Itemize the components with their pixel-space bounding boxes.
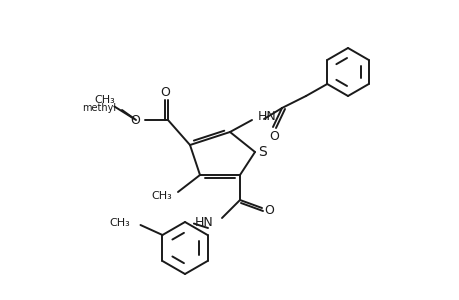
Text: O: O xyxy=(130,115,140,128)
Text: methyl: methyl xyxy=(82,103,116,113)
Text: S: S xyxy=(258,145,267,159)
Text: CH₃: CH₃ xyxy=(95,95,115,105)
Text: CH₃: CH₃ xyxy=(151,191,172,201)
Text: HN: HN xyxy=(257,110,276,122)
Text: HN: HN xyxy=(195,217,213,230)
Text: O: O xyxy=(160,85,169,98)
Text: O: O xyxy=(269,130,278,142)
Text: CH₃: CH₃ xyxy=(110,218,130,228)
Text: O: O xyxy=(263,203,274,217)
